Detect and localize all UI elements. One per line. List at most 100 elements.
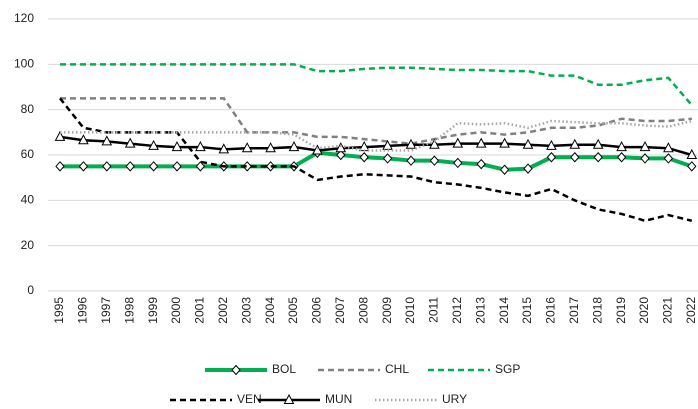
marker	[359, 152, 369, 163]
legend-label: CHL	[385, 362, 409, 376]
x-tick-label: 1997	[99, 297, 113, 324]
series-line	[60, 119, 693, 152]
x-tick-label: 2017	[567, 297, 581, 324]
y-tick-label: 120	[14, 11, 34, 25]
marker	[336, 149, 346, 161]
y-tick-label: 100	[14, 57, 34, 71]
x-tick-label: 2021	[661, 297, 675, 324]
x-tick-label: 2019	[614, 297, 628, 324]
x-tick-label: 2003	[239, 297, 253, 324]
marker	[663, 153, 674, 164]
marker	[453, 157, 463, 169]
marker	[382, 139, 393, 150]
x-tick-label: 1995	[52, 297, 66, 324]
marker	[499, 164, 510, 175]
x-tick-label: 1998	[122, 297, 136, 324]
marker	[148, 161, 159, 172]
marker	[54, 130, 66, 141]
marker	[124, 137, 136, 148]
marker	[335, 142, 347, 153]
marker	[125, 161, 135, 172]
y-tick-label: 20	[21, 238, 35, 252]
marker	[616, 140, 627, 152]
marker	[523, 163, 533, 174]
x-tick-label: 2011	[427, 297, 441, 323]
x-tick-label: 2013	[473, 297, 487, 324]
x-tick-label: 2004	[263, 297, 277, 324]
marker	[218, 143, 230, 154]
marker	[570, 152, 580, 163]
x-tick-label: 2018	[590, 297, 604, 324]
x-tick-label: 2020	[637, 297, 651, 324]
marker	[55, 161, 65, 172]
marker	[241, 142, 253, 153]
x-tick-label: 2008	[356, 297, 370, 324]
marker	[242, 161, 252, 172]
series-line	[59, 135, 693, 157]
marker	[452, 137, 464, 148]
marker	[288, 140, 300, 152]
marker	[569, 138, 581, 149]
series-line	[60, 97, 692, 145]
y-tick-label: 0	[27, 283, 34, 297]
marker	[686, 148, 698, 159]
x-tick-label: 2005	[286, 297, 300, 324]
series-line	[60, 63, 693, 106]
x-tick-label: 2001	[193, 297, 207, 324]
x-tick-label: 2002	[216, 297, 230, 324]
marker	[475, 137, 487, 148]
series-line	[60, 150, 693, 172]
marker	[78, 134, 89, 145]
y-tick-label: 60	[21, 147, 35, 161]
marker	[283, 393, 295, 404]
legend-label: VEN	[237, 392, 262, 406]
marker	[640, 153, 650, 164]
x-tick-label: 2016	[544, 297, 558, 324]
marker	[195, 140, 206, 152]
marker	[592, 138, 604, 149]
marker	[102, 161, 112, 172]
marker	[546, 152, 557, 163]
marker	[546, 139, 557, 150]
marker	[429, 138, 440, 149]
marker	[522, 138, 534, 149]
marker	[476, 158, 486, 170]
marker	[406, 155, 416, 166]
x-tick-label: 2014	[497, 297, 511, 324]
y-tick-label: 80	[21, 102, 35, 116]
marker	[172, 161, 182, 172]
marker	[499, 137, 510, 148]
marker	[101, 135, 113, 146]
legend-label: SGP	[495, 362, 520, 376]
legend-label: URY	[442, 392, 467, 406]
marker	[171, 140, 183, 152]
x-tick-label: 2009	[380, 297, 394, 324]
x-tick-label: 2010	[403, 297, 417, 324]
marker	[405, 138, 417, 149]
x-tick-label: 2000	[169, 297, 183, 324]
marker	[265, 142, 276, 153]
legend-label: MUN	[325, 392, 352, 406]
marker	[687, 161, 697, 172]
legend-label: BOL	[272, 362, 296, 376]
marker	[148, 139, 159, 150]
y-tick-label: 40	[21, 193, 35, 207]
marker	[382, 153, 393, 164]
x-tick-label: 1999	[146, 297, 160, 324]
marker	[78, 161, 89, 172]
marker	[593, 152, 603, 163]
x-tick-label: 1996	[76, 297, 90, 324]
marker	[639, 140, 651, 152]
marker	[195, 161, 206, 172]
marker	[429, 155, 440, 166]
marker	[663, 142, 674, 153]
x-tick-label: 2006	[310, 297, 324, 324]
x-tick-label: 2022	[684, 297, 698, 324]
marker	[616, 152, 627, 163]
marker	[231, 364, 241, 376]
x-tick-label: 2007	[333, 297, 347, 324]
x-tick-label: 2015	[520, 297, 534, 324]
marker	[312, 144, 323, 155]
x-tick-label: 2012	[450, 297, 464, 324]
